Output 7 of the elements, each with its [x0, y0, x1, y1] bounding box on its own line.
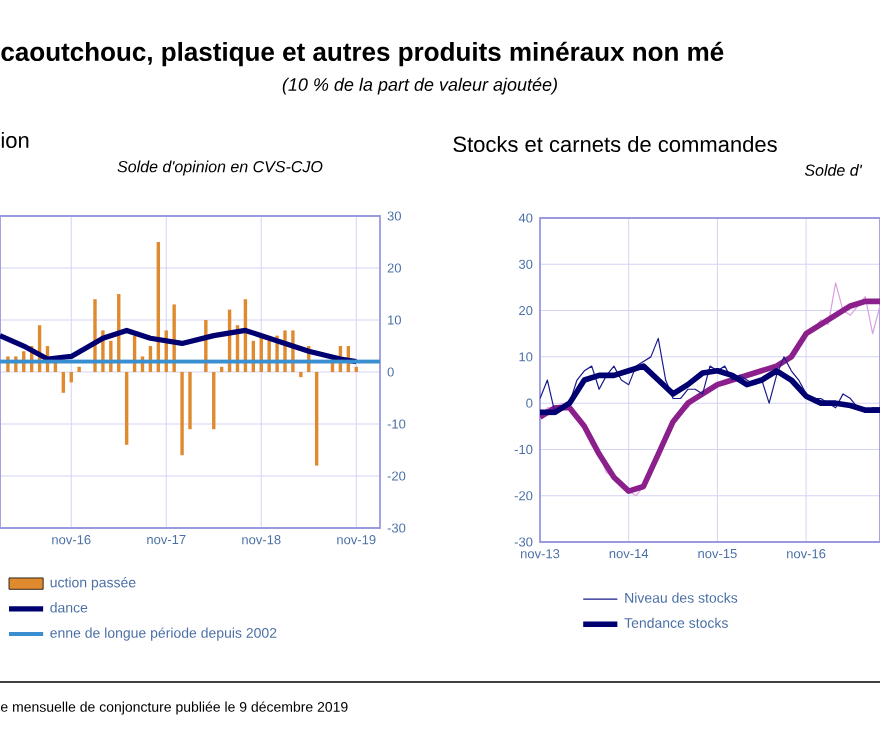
chart-title: Stocks et carnets de commandes: [453, 135, 777, 153]
text: (10 % de la part de valeur ajoutée): [282, 77, 557, 95]
y-axis-title: Solde d': [804, 164, 863, 176]
line-series: [540, 363, 880, 416]
y-axis-title: Solde d'opinion en CVS-CJO: [117, 160, 323, 176]
text: caoutchouc, plastique et autres produits minéraux non mé: [1, 41, 724, 67]
chart-title: ion: [1, 131, 29, 149]
